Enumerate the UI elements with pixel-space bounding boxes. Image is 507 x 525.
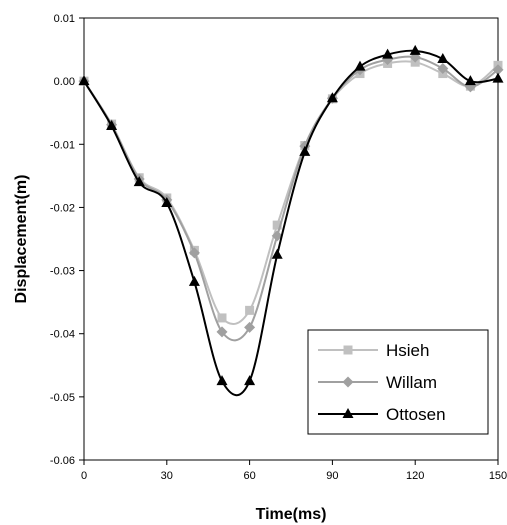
data-point xyxy=(272,220,282,230)
data-point xyxy=(271,248,283,259)
data-point xyxy=(492,64,504,76)
legend-marker xyxy=(343,345,353,355)
x-tick-label: 150 xyxy=(489,470,507,482)
data-point xyxy=(188,247,200,259)
x-tick-label: 90 xyxy=(326,470,338,482)
data-point xyxy=(437,53,449,64)
y-axis-title: Displacement(m) xyxy=(13,175,30,304)
y-tick-label: -0.06 xyxy=(50,455,75,467)
data-point xyxy=(217,313,227,323)
x-tick-label: 60 xyxy=(243,470,255,482)
legend-marker xyxy=(342,376,354,388)
data-point xyxy=(78,75,90,86)
x-axis: 0 30 60 90 120 150 xyxy=(81,460,507,482)
y-tick-label: -0.05 xyxy=(50,392,75,404)
data-point xyxy=(464,75,476,86)
y-axis: 0.01 0.00 -0.01 -0.02 -0.03 -0.04 -0.05 -0.06 xyxy=(50,13,84,467)
series-line xyxy=(83,49,499,397)
y-tick-label: 0.00 xyxy=(54,76,75,88)
data-point xyxy=(409,44,421,55)
data-point xyxy=(354,60,366,71)
data-point xyxy=(245,305,255,315)
x-tick-label: 30 xyxy=(161,470,173,482)
data-point xyxy=(216,326,228,338)
data-point xyxy=(106,119,118,130)
data-point xyxy=(492,72,504,83)
data-point xyxy=(437,63,449,75)
series-ottosen xyxy=(78,44,504,397)
y-tick-label: -0.03 xyxy=(50,266,75,278)
y-tick-label: 0.01 xyxy=(54,13,75,25)
series-layer xyxy=(78,44,504,397)
legend-marker xyxy=(342,408,354,418)
series-line xyxy=(83,60,499,326)
y-tick-label: -0.02 xyxy=(50,202,75,214)
data-point xyxy=(326,92,338,103)
data-point xyxy=(244,321,256,333)
data-point xyxy=(216,375,228,386)
y-tick-label: -0.04 xyxy=(50,329,75,341)
data-point xyxy=(161,197,173,208)
data-point xyxy=(188,275,200,286)
x-tick-label: 120 xyxy=(406,470,424,482)
legend: Hsieh Willam Ottosen xyxy=(307,329,489,435)
data-point xyxy=(299,145,311,156)
y-tick-label: -0.01 xyxy=(50,139,75,151)
data-point xyxy=(133,176,145,187)
legend-label: Willam xyxy=(386,373,437,392)
x-tick-label: 0 xyxy=(81,470,87,482)
data-point xyxy=(271,230,283,242)
data-point xyxy=(382,48,394,59)
data-point xyxy=(244,375,256,386)
legend-label: Ottosen xyxy=(386,405,446,424)
legend-label: Hsieh xyxy=(386,341,429,360)
x-axis-title: Time(ms) xyxy=(256,506,327,523)
series-line xyxy=(83,55,499,342)
